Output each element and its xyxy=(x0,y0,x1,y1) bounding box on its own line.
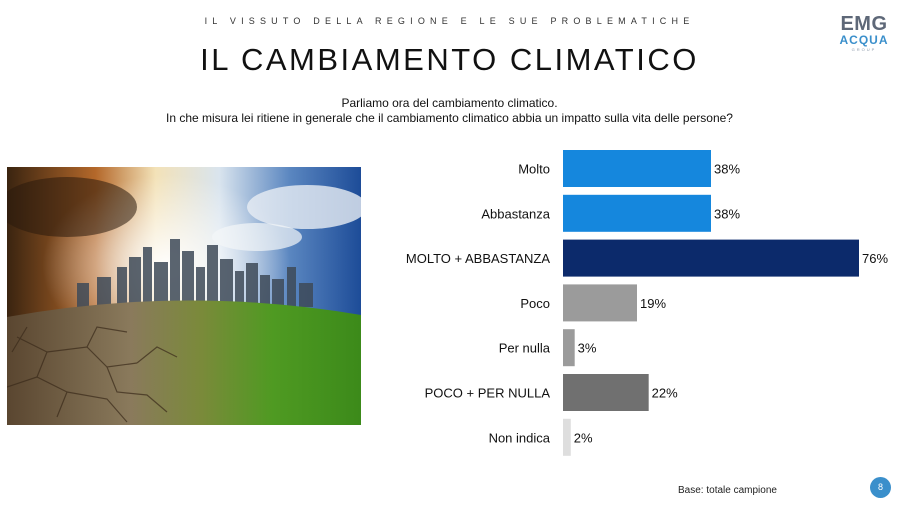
survey-question: Parliamo ora del cambiamento climatico. … xyxy=(0,96,899,126)
value-label: 38% xyxy=(714,162,740,177)
bar xyxy=(563,329,575,367)
category-label: Molto xyxy=(518,162,550,177)
value-label: 38% xyxy=(714,206,740,221)
base-note: Base: totale campione xyxy=(678,485,777,496)
page-number-badge: 8 xyxy=(870,477,891,498)
bar xyxy=(563,150,711,187)
value-label: 3% xyxy=(578,341,597,356)
category-label: MOLTO + ABBASTANZA xyxy=(406,251,550,266)
bar xyxy=(563,194,711,232)
category-label: Non indica xyxy=(489,430,551,445)
category-label: Abbastanza xyxy=(481,206,550,221)
logo-emg: EMG xyxy=(840,13,888,35)
value-label: 19% xyxy=(640,296,666,311)
category-label: Per nulla xyxy=(499,341,551,356)
climate-change-photo xyxy=(7,167,361,425)
question-intro: Parliamo ora del cambiamento climatico. xyxy=(341,96,558,110)
section-kicker: IL VISSUTO DELLA REGIONE E LE SUE PROBLE… xyxy=(204,16,695,26)
bar xyxy=(563,284,637,322)
page-title: IL CAMBIAMENTO CLIMATICO xyxy=(200,42,699,77)
category-label: Poco xyxy=(520,296,550,311)
logo-group: GROUP xyxy=(851,47,877,52)
category-label: POCO + PER NULLA xyxy=(425,386,551,401)
bar xyxy=(563,374,649,411)
value-label: 22% xyxy=(652,386,678,401)
question-text: In che misura lei ritiene in generale ch… xyxy=(166,111,733,125)
bar xyxy=(563,418,571,456)
bar xyxy=(563,239,859,277)
logo-acqua: ACQUA xyxy=(839,33,889,47)
brand-logo: EMG ACQUA GROUP xyxy=(836,14,892,52)
value-label: 76% xyxy=(862,251,888,266)
value-label: 2% xyxy=(574,430,593,445)
